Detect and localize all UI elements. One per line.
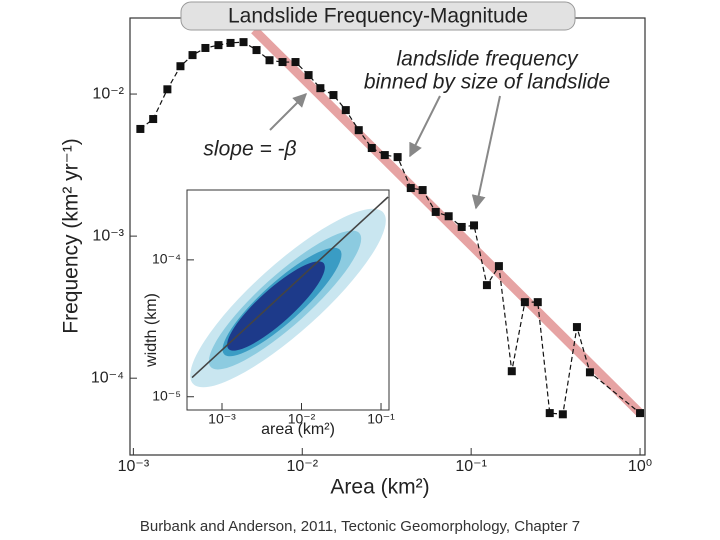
annotation: slope = -β [203,138,296,161]
y-tick-label: 10⁻² [92,85,124,102]
point [354,126,363,135]
y-tick-label: 10⁻⁴ [91,369,124,386]
point [533,298,542,307]
point [431,207,440,216]
point [545,409,554,418]
point [507,367,516,376]
y-tick-label: 10⁻⁴ [152,251,181,267]
inset-x-label: area (km²) [261,421,335,438]
point [418,186,427,195]
point [304,71,313,80]
point [265,56,274,65]
inset-contours [190,208,386,388]
point [406,184,415,193]
caption: Burbank and Anderson, 2011, Tectonic Geo… [140,518,580,535]
chart-title: Landslide Frequency-Magnitude [228,5,528,28]
arrow [409,95,441,158]
point [444,212,453,221]
point [585,368,594,377]
main-plot: 10⁻³ 10⁻² 10⁻¹ 10⁰ 10⁻⁴ 10⁻³ 10⁻² [91,26,652,475]
point [494,262,503,271]
title-box [180,1,576,31]
inset-y-label: width (km) [143,293,160,368]
x-tick-label: 10⁰ [628,458,652,475]
point [482,281,491,290]
point [341,106,350,115]
point [291,58,300,67]
point [201,43,210,52]
contour [227,261,325,351]
point [226,38,235,47]
point [214,41,223,50]
point [457,222,466,231]
inset-plot: 10⁻³ 10⁻² 10⁻¹ 10⁻⁵ 10⁻⁴ [152,196,395,427]
point [393,153,402,162]
point [316,84,325,93]
x-tick-label: 10⁻³ [118,458,150,475]
point [520,298,529,307]
point [239,38,248,47]
point [149,115,158,124]
x-axis-label: Area (km²) [330,476,429,499]
point [470,221,479,230]
annotation: binned by size of landslide [364,71,610,94]
annotation: landslide frequency [397,48,579,71]
x-tick-label: 10⁻¹ [455,458,487,475]
point [188,51,197,60]
y-tick-label: 10⁻⁵ [152,387,181,403]
point [136,124,145,133]
x-tick-label: 10⁻² [286,458,318,475]
y-axis-label: Frequency (km² yr⁻¹) [60,138,83,333]
point [380,151,389,160]
y-tick-label: 10⁻³ [92,227,124,244]
x-tick-label: 10⁻² [288,411,316,427]
x-tick-label: 10⁻¹ [367,411,395,427]
fit-line [251,26,644,417]
point [329,91,338,100]
point [278,58,287,67]
point [572,323,581,332]
arrow [269,93,307,131]
point [558,410,567,419]
point [367,144,376,153]
arrow [471,95,501,210]
point [252,46,261,55]
x-tick-label: 10⁻³ [208,411,236,427]
fit-line [191,196,389,379]
point [176,62,185,71]
point [163,85,172,94]
point [636,409,645,418]
